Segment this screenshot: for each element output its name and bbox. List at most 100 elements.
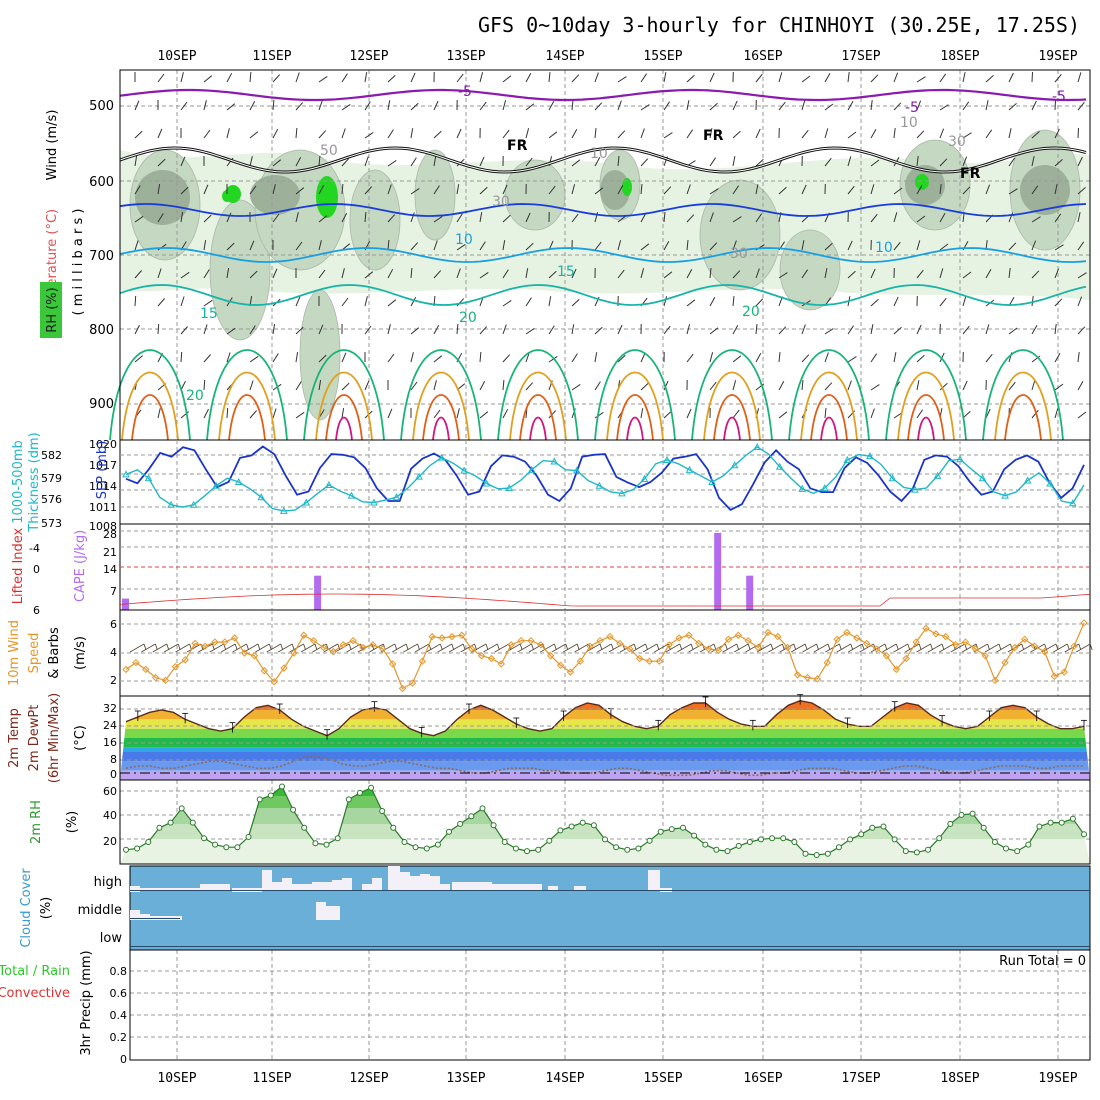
upper-wind-barb [1008, 242, 1017, 251]
rh2m-marker [490, 822, 497, 829]
wind-barb-10m [220, 643, 236, 653]
upper-wind-barb [1054, 159, 1063, 167]
wind-barb-10m [733, 643, 749, 653]
isotherm-35 [820, 416, 838, 441]
wind-barb-flag [519, 643, 523, 651]
wind-barb-10m [882, 643, 897, 653]
upper-wind-barb [709, 268, 712, 279]
isotherm-20 [400, 349, 482, 441]
upper-wind-barb [1054, 128, 1060, 139]
thickness-marker [1001, 491, 1009, 499]
upper-wind-barb [548, 296, 552, 307]
upper-wind-barb [272, 268, 278, 279]
rh2m-marker [746, 839, 753, 845]
wind-barb-flag [1066, 643, 1070, 651]
upper-wind-barb [916, 100, 922, 111]
upper-wind-barb [1054, 73, 1062, 83]
thickness-marker [911, 485, 919, 493]
upper-wind-barb [364, 72, 368, 83]
rh2m-label: 2m RH [29, 800, 44, 844]
wind-speed-marker [181, 656, 189, 664]
isotherm-30 [907, 394, 945, 441]
rh-shading [120, 129, 1090, 421]
wind-speed-marker [744, 636, 752, 645]
wind-barb-flag [656, 643, 660, 651]
upper-wind-barb [916, 324, 922, 335]
upper-wind-barb [433, 100, 439, 111]
upper-wind-barb [1008, 157, 1016, 167]
upper-wind-barb [939, 158, 948, 167]
upper-wind-barb [341, 73, 348, 83]
temp-band [120, 770, 1090, 780]
precip-tick-02: 0.2 [110, 1031, 128, 1044]
wind-barb-10m [460, 643, 475, 653]
upper-wind-barb [893, 128, 896, 139]
li-tick-0: 0 [33, 563, 40, 576]
upper-wind-barb [663, 212, 666, 223]
upper-wind-barb [1077, 411, 1087, 419]
upper-wind-barb [870, 100, 873, 111]
cloud-series [130, 866, 1090, 947]
upper-wind-barb [318, 324, 324, 335]
upper-wind-barb [617, 324, 623, 335]
upper-wind-barb [732, 216, 742, 223]
upper-wind-barb [709, 102, 718, 111]
isotherm-35 [626, 416, 644, 441]
rh2m-marker [145, 839, 152, 845]
thickness-marker [933, 471, 942, 479]
upper-wind-barb [1077, 187, 1086, 195]
wind-speed-marker [754, 643, 762, 652]
upper-wind-barb [1031, 240, 1037, 251]
upper-wind-barb [617, 354, 626, 363]
wind-speed-marker [1070, 642, 1078, 650]
upper-wind-barb [479, 351, 482, 363]
upper-wind-barb [801, 354, 810, 363]
wind-barb-flag [610, 643, 614, 651]
wind-speed-marker [991, 676, 999, 685]
upper-wind-barb [456, 73, 464, 83]
date-tick-bottom-12sep: 12SEP [349, 1071, 388, 1086]
upper-wind-barb [502, 240, 506, 251]
rh-blob [504, 159, 566, 231]
wind-barb-flag [736, 643, 740, 651]
temp2m-panel: 32 24 16 8 0 2m Temp 2m DewPt (6hr Min/M… [7, 693, 1091, 783]
wind-barb-flag [713, 643, 717, 651]
thickness-marker [798, 484, 807, 492]
upper-wind-barb [433, 185, 440, 195]
upper-wind-barb [341, 158, 350, 167]
wind-barb-flag [827, 643, 831, 651]
wind-speed-marker [892, 665, 901, 674]
thickness-marker [550, 457, 559, 465]
upper-wind-barb [847, 185, 855, 195]
upper-wind-barb [755, 353, 762, 363]
wind-barb-flag [280, 643, 284, 651]
wind-barb-flag [177, 643, 181, 651]
upper-wind-barb [916, 354, 925, 363]
upper-wind-barb [893, 352, 897, 363]
upper-wind-barb [686, 408, 692, 419]
wind-barb-10m [414, 643, 430, 653]
wind-barb-10m [756, 643, 772, 653]
wind-barb-10m [277, 643, 293, 653]
rh2m-marker [568, 823, 575, 830]
upper-wind-barb [824, 382, 833, 391]
temp-line [125, 699, 1085, 737]
upper-wind-barb [1077, 296, 1083, 307]
rh2m-marker [256, 796, 263, 803]
upper-wind-barb [479, 380, 486, 391]
upper-wind-barb [824, 408, 827, 419]
rh2m-tick-40: 40 [103, 809, 117, 822]
x-axis-top: 10SEP 11SEP 12SEP 13SEP 14SEP 15SEP 16SEP 17SEP… [157, 49, 1077, 64]
thickness-marker [460, 466, 468, 474]
rh2m-marker [323, 841, 330, 848]
thickness-marker [212, 481, 221, 489]
upper-wind-barb [1031, 380, 1036, 391]
cape-bar [746, 575, 754, 610]
wind-speed-marker [477, 652, 486, 660]
contour-label: FR [507, 138, 528, 154]
rh2m-marker [123, 846, 129, 853]
rh-blob-green [915, 174, 929, 190]
rh2m-marker [512, 845, 519, 852]
upper-wind-barb [318, 130, 327, 139]
rh2m-marker [947, 820, 954, 827]
